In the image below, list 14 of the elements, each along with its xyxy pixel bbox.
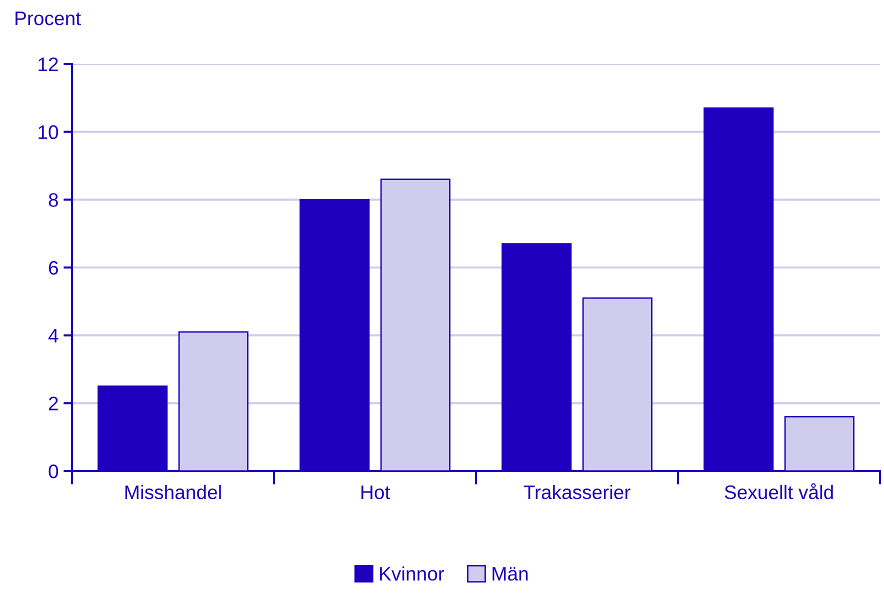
y-axis-title: Procent xyxy=(16,12,81,26)
x-tick-label: Misshandel xyxy=(125,484,221,500)
x-tick-label: Trakasserier xyxy=(524,484,630,500)
y-tick-label: 10 xyxy=(38,125,58,140)
x-tick-label: Hot xyxy=(361,486,390,500)
y-tick-label: 8 xyxy=(48,193,58,207)
y-tick-label: 4 xyxy=(48,329,58,342)
legend-label: Kvinnor xyxy=(380,566,444,581)
y-tick-label: 2 xyxy=(48,396,58,410)
y-tick-label: 12 xyxy=(38,57,58,72)
legend-label: Män xyxy=(492,567,528,581)
y-tick-label: 0 xyxy=(48,464,58,478)
x-tick-label: Sexuellt våld xyxy=(724,483,833,500)
y-tick-label: 6 xyxy=(48,260,58,275)
